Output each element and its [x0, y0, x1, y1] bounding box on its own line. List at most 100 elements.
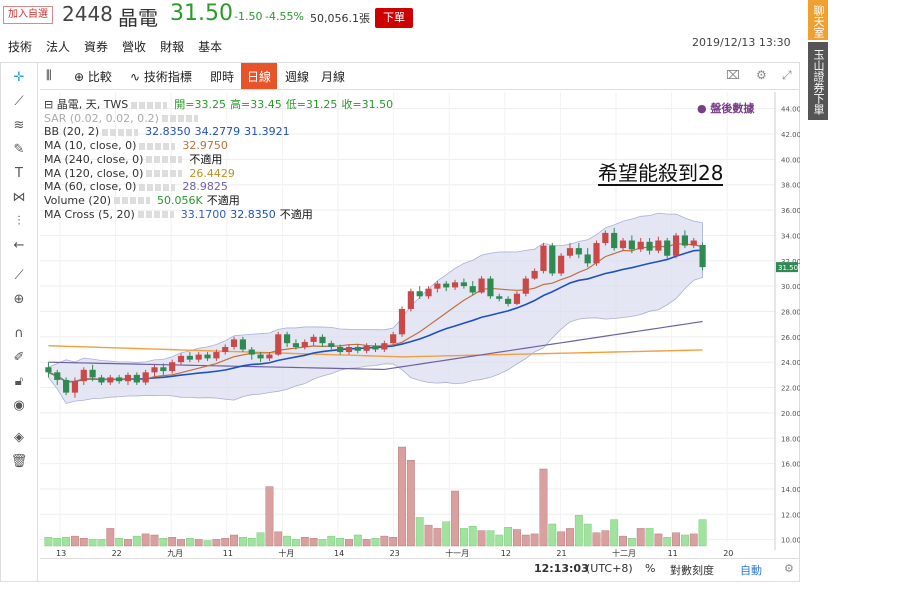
legend-value: 32.8350: [145, 125, 191, 139]
volume-bar: [583, 523, 592, 547]
tab-margin[interactable]: 資券: [84, 40, 109, 54]
volume-bar: [663, 537, 672, 547]
chart-frame: [0, 62, 800, 582]
candle-type-icon[interactable]: ⫼: [46, 68, 52, 82]
indicators-button[interactable]: ∿ 技術指標: [130, 68, 192, 85]
tab-institutional[interactable]: 法人: [46, 40, 71, 54]
quote-timestamp: 2019/12/13 13:30: [692, 36, 791, 49]
candle-body: [222, 346, 229, 353]
legend-label: MA (60, close, 0): [44, 180, 137, 194]
realtime-button[interactable]: 即時: [210, 70, 235, 84]
fullscreen-icon[interactable]: ⤢: [782, 68, 792, 82]
x-tick-label: 22: [112, 549, 122, 558]
candle-body: [328, 343, 335, 347]
tab-financials[interactable]: 財報: [160, 40, 185, 54]
candle-body: [381, 343, 388, 350]
legend-controls-icon[interactable]: [139, 183, 176, 191]
legend-value: 收=31.50: [341, 98, 394, 111]
layers-icon[interactable]: ◈: [14, 430, 24, 445]
candle-body: [195, 354, 202, 360]
legend-controls-icon[interactable]: [146, 170, 183, 178]
volume-bar: [168, 537, 177, 547]
weekly-button[interactable]: 週線: [285, 70, 310, 84]
volume-bar: [177, 539, 185, 547]
legend-controls-icon[interactable]: [137, 211, 174, 219]
volume-bar: [601, 530, 610, 547]
y-tick-label: 20.00: [781, 410, 800, 418]
eye-icon[interactable]: ◉: [13, 398, 25, 413]
auto-scale-toggle[interactable]: 自動: [740, 564, 762, 577]
candle-body: [646, 241, 653, 251]
volume-bar: [389, 537, 398, 547]
settings-icon[interactable]: ⚙: [784, 562, 794, 575]
percent-toggle[interactable]: %: [645, 562, 656, 575]
candle-body: [257, 354, 264, 359]
volume-bar: [636, 528, 645, 547]
fib-icon[interactable]: ≋: [13, 118, 25, 133]
text-icon[interactable]: T: [15, 166, 23, 181]
legend-value: 不適用: [279, 207, 313, 221]
volume-bar: [274, 531, 283, 547]
candle-body: [354, 346, 361, 351]
volume-bar: [468, 526, 477, 547]
volume-bar: [504, 527, 513, 547]
ruler-icon[interactable]: ⫶: [17, 214, 21, 229]
volume-bar: [672, 532, 680, 547]
volume-bar: [592, 532, 601, 547]
stock-code: 2448: [62, 2, 113, 26]
daily-button[interactable]: 日線: [241, 63, 278, 89]
price-change: -1.50: [234, 10, 263, 23]
legend-controls-icon[interactable]: [139, 142, 176, 150]
candle-body: [611, 232, 618, 249]
legend-controls-icon[interactable]: [161, 115, 198, 123]
order-button[interactable]: 下單: [375, 8, 413, 28]
legend-controls-icon[interactable]: [131, 101, 168, 109]
after-hours-link[interactable]: ● 盤後數據: [697, 102, 755, 115]
volume-bar: [371, 538, 380, 547]
volume-bar: [345, 539, 353, 547]
legend-row: ⊟ 晶電, 天, TWS 開=33.25 高=33.45 低=31.25 收=31.50: [44, 98, 393, 112]
legend-controls-icon[interactable]: [146, 156, 183, 164]
compare-button[interactable]: ⊕ 比較: [74, 68, 112, 85]
status-timezone[interactable]: (UTC+8): [586, 562, 633, 575]
log-scale-toggle[interactable]: 對數刻度: [670, 564, 714, 577]
trash-icon[interactable]: 🗑︎: [10, 454, 28, 469]
crosshair-icon[interactable]: ✛: [13, 70, 25, 85]
measure-icon[interactable]: ⟋: [14, 268, 24, 283]
price-change-percent: -4.55%: [265, 10, 304, 23]
tab-technical[interactable]: 技術: [8, 40, 33, 54]
chat-room-tab[interactable]: 聊天室: [808, 0, 828, 40]
lock-icon[interactable]: 🔓︎: [14, 374, 24, 389]
monthly-button[interactable]: 月線: [321, 70, 346, 84]
pattern-icon[interactable]: ⋈: [12, 190, 26, 205]
gear-icon[interactable]: ⚙: [756, 68, 767, 82]
zoom-icon[interactable]: ⊕: [13, 292, 25, 307]
pencil-lock-icon[interactable]: ✐: [13, 350, 25, 365]
y-tick-label: 10.00: [781, 537, 800, 545]
legend-controls-icon[interactable]: [114, 197, 150, 205]
camera-icon[interactable]: ⌧: [726, 68, 740, 82]
legend-label: Volume (20): [44, 193, 111, 207]
tab-revenue[interactable]: 營收: [122, 40, 147, 54]
bollinger-band: [48, 212, 703, 404]
brush-icon[interactable]: ✎: [13, 142, 25, 157]
price-chart[interactable]: 44.00 42.00 40.00 38.00 36.00 34.00 32.00 30.00…: [40, 92, 800, 558]
legend-label: BB (20, 2): [44, 125, 100, 139]
candle-body: [699, 244, 706, 268]
volume-bar: [265, 486, 274, 547]
candle-body: [505, 298, 512, 304]
volume-bar: [292, 539, 300, 547]
candle-body: [54, 372, 61, 380]
legend-controls-icon[interactable]: [102, 128, 139, 136]
broker-order-tab[interactable]: 玉山證券下單: [808, 42, 828, 120]
magnet-icon[interactable]: ∩: [14, 326, 24, 341]
add-watchlist-button[interactable]: 加入自選: [3, 6, 53, 24]
legend-label: MA (120, close, 0): [44, 166, 144, 180]
back-arrow-icon[interactable]: ←: [13, 238, 25, 253]
volume-bar: [238, 537, 247, 547]
x-tick-label: 20: [723, 549, 733, 558]
trendline-icon[interactable]: ⟋: [14, 94, 24, 109]
candle-body: [169, 362, 176, 372]
volume-bar: [424, 524, 433, 547]
tab-profile[interactable]: 基本: [198, 40, 223, 54]
